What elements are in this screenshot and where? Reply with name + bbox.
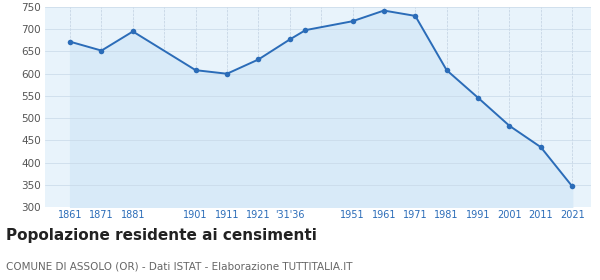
Point [410, 14, 420, 18]
Point [65, 39, 75, 44]
Point [222, 71, 232, 76]
Point [442, 68, 451, 73]
Point [505, 123, 514, 128]
Point [568, 184, 577, 188]
Point [379, 8, 389, 13]
Point [128, 29, 137, 34]
Point [254, 57, 263, 62]
Point [473, 95, 483, 100]
Point [97, 48, 106, 53]
Point [348, 19, 358, 24]
Point [285, 37, 295, 42]
Text: Popolazione residente ai censimenti: Popolazione residente ai censimenti [6, 228, 317, 243]
Point [536, 145, 545, 150]
Point [301, 28, 310, 32]
Point [191, 68, 200, 73]
Text: COMUNE DI ASSOLO (OR) - Dati ISTAT - Elaborazione TUTTITALIA.IT: COMUNE DI ASSOLO (OR) - Dati ISTAT - Ela… [6, 262, 353, 272]
